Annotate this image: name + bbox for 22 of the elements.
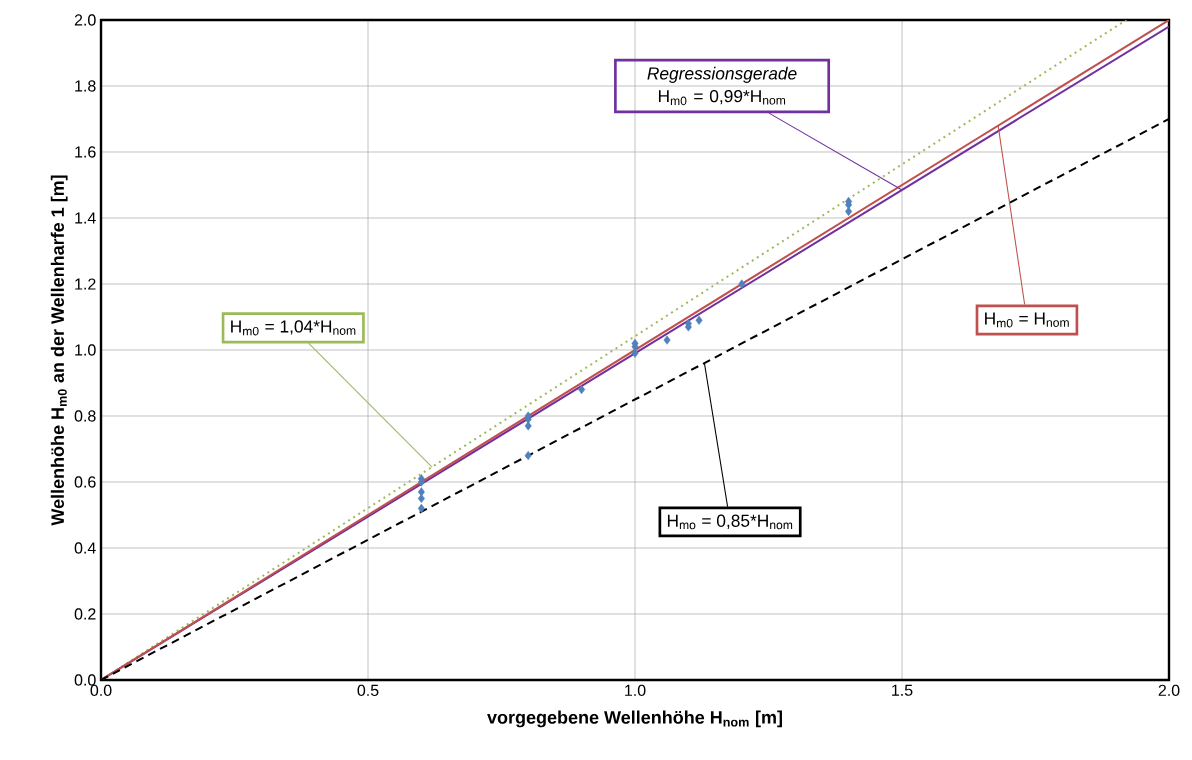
y-tick-label: 2.0 (74, 14, 96, 26)
x-axis-title: vorgegebene Wellenhöhe H$_{nom}$ [m] (487, 710, 782, 728)
y-axis-title: Wellenhöhe H$_{m0}$ an der Wellenharfe 1 [m] (50, 175, 68, 526)
y-tick-label: 0.2 (74, 608, 96, 620)
y-tick-label: 0.0 (74, 674, 96, 686)
y-tick-label: 1.2 (75, 278, 96, 290)
y-tick-label: 0.6 (74, 476, 96, 488)
y-tick-label: 1.0 (75, 344, 96, 356)
x-tick-label: 0.0 (90, 684, 112, 697)
x-tick-label: 1.0 (625, 684, 646, 697)
y-tick-label: 1.4 (75, 212, 96, 224)
y-tick-label: 0.4 (74, 542, 96, 554)
y-tick-label: 0.8 (74, 410, 96, 422)
x-tick-label: 1.5 (892, 684, 913, 696)
x-tick-label: 0.5 (357, 684, 379, 697)
y-tick-label: 1.6 (75, 146, 96, 158)
annotation: H$_{m0}$ = H$_{nom}$ (985, 312, 1069, 328)
x-tick-label: 2.0 (1158, 684, 1180, 697)
y-tick-label: 1.8 (75, 80, 96, 92)
annotation: Regressionsgerade H$_{m0}$ = 0,99*H$_{nom}$ (647, 66, 797, 106)
annotation: H$_{m0}$ = 1,04*H$_{nom}$ (231, 320, 356, 336)
annotation: H$_{mo}$ = 0,85*H$_{nom}$ (667, 514, 793, 530)
